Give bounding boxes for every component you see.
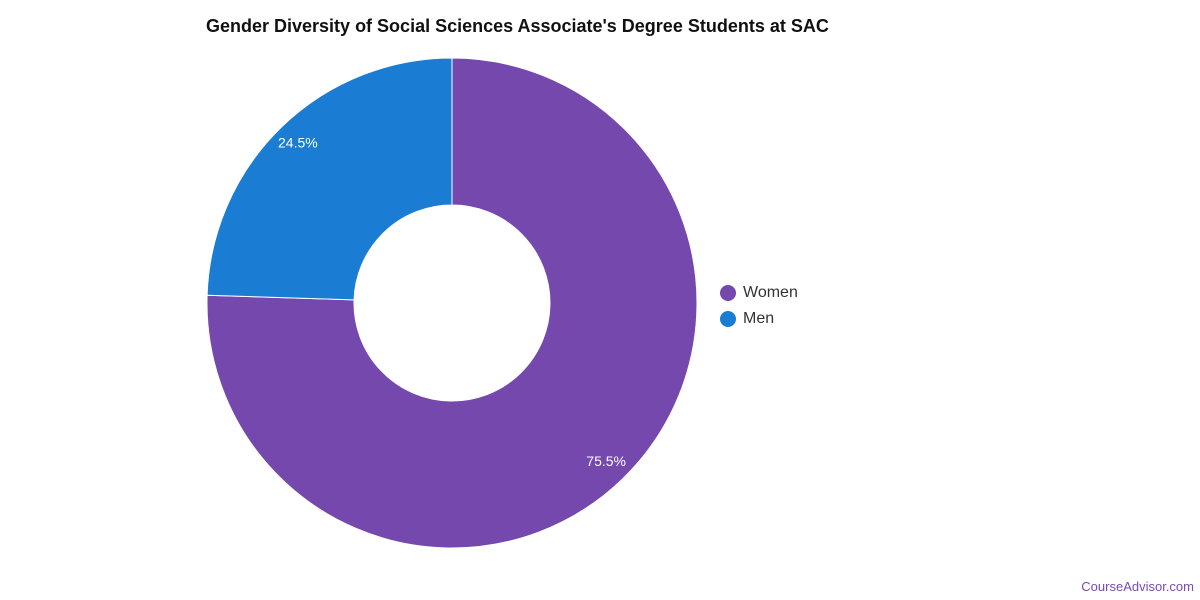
- legend-item-men[interactable]: Men: [720, 306, 798, 332]
- donut-slice-men[interactable]: [206, 57, 453, 301]
- slice-label-women: 75.5%: [586, 453, 626, 469]
- donut-slice-women[interactable]: [206, 57, 698, 549]
- legend-label-women: Women: [743, 284, 798, 301]
- chart-title: Gender Diversity of Social Sciences Asso…: [206, 16, 829, 36]
- legend-label-men: Men: [743, 310, 775, 327]
- brand-watermark[interactable]: CourseAdvisor.com: [1081, 579, 1194, 594]
- chart-legend: Women Men: [720, 280, 798, 332]
- slice-label-men: 24.5%: [278, 135, 318, 151]
- legend-item-women[interactable]: Women: [720, 280, 798, 306]
- legend-swatch-men: [720, 311, 736, 327]
- legend-swatch-women: [720, 285, 736, 301]
